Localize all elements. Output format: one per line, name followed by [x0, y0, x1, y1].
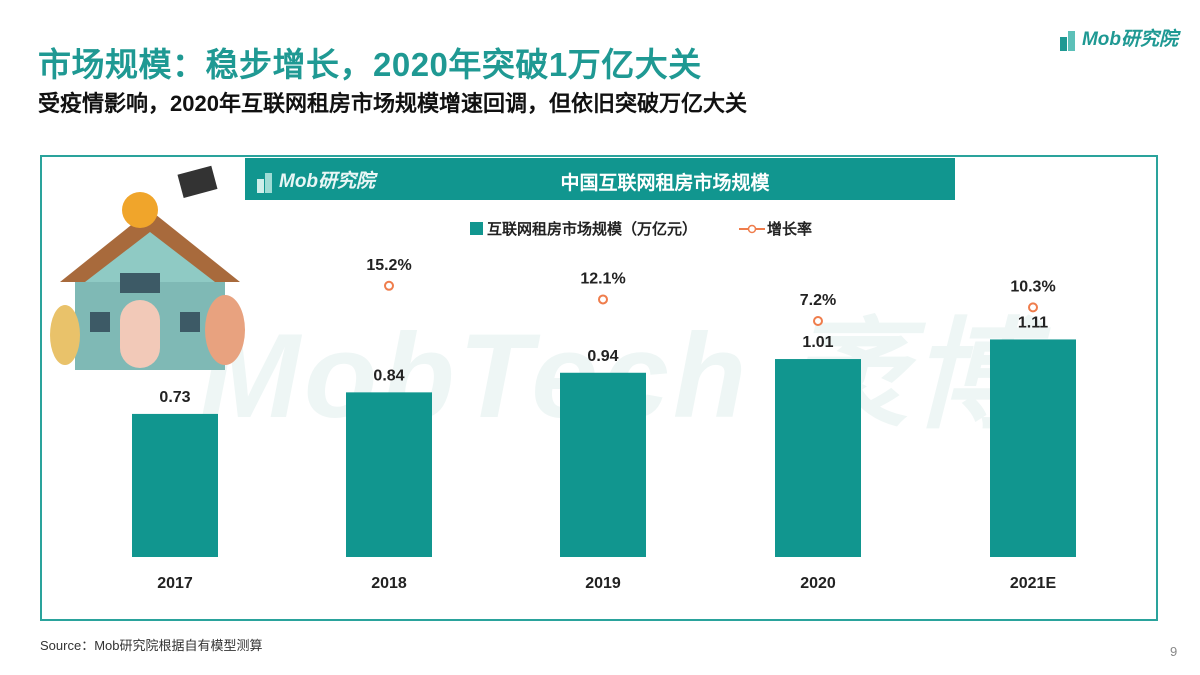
line-point [598, 294, 608, 305]
x-tick-label: 2018 [371, 575, 407, 592]
x-tick-label: 2021E [1010, 575, 1057, 592]
logo-text: Mob研究院 [1081, 29, 1178, 50]
line-label: 12.1% [580, 270, 625, 287]
chart-header: Mob研究院 中国互联网租房市场规模 [245, 158, 955, 200]
header-logo: Mob研究院 [255, 166, 375, 193]
house-illustration [50, 165, 245, 370]
bar-label: 1.01 [802, 334, 833, 351]
bar-2019 [560, 372, 646, 557]
brand-logo: Mob研究院 [1058, 24, 1178, 51]
legend-line-label: 增长率 [767, 221, 813, 238]
x-tick-label: 2020 [800, 575, 836, 592]
line-point [813, 316, 823, 326]
line-label: 7.2% [800, 292, 836, 309]
bar-2020 [775, 359, 861, 557]
page-title: 市场规模：稳步增长，2020年突破1万亿大关 [38, 46, 702, 83]
bar-2018 [346, 392, 432, 557]
line-point [384, 280, 394, 291]
bar-label: 1.11 [1018, 314, 1048, 331]
source-note: Source：Mob研究院根据自有模型测算 [40, 638, 263, 653]
bar-2021E [990, 339, 1076, 557]
chart-title: 中国互联网租房市场规模 [560, 173, 770, 194]
bar-label: 0.84 [373, 367, 404, 384]
page-subtitle: 受疫情影响，2020年互联网租房市场规模增速回调，但依旧突破万亿大关 [38, 91, 747, 116]
x-tick-label: 2017 [157, 575, 193, 592]
page-number: 9 [1170, 644, 1178, 659]
line-label: 10.3% [1010, 278, 1055, 295]
legend-bar-swatch [470, 222, 483, 235]
legend: 互联网租房市场规模（万亿元） 增长率 [470, 218, 812, 239]
building-logo-icon [1059, 31, 1075, 51]
bar-label: 0.73 [159, 389, 190, 406]
legend-bar-label: 互联网租房市场规模（万亿元） [487, 221, 698, 238]
line-point [1028, 302, 1038, 313]
bar-label: 0.94 [587, 348, 618, 365]
x-tick-label: 2019 [585, 575, 621, 592]
line-label: 15.2% [366, 257, 411, 274]
chart-panel [40, 155, 1158, 621]
header-logo-text: Mob研究院 [279, 171, 376, 192]
building-logo-icon [257, 173, 272, 193]
bar-2017 [132, 413, 218, 557]
legend-line-swatch [739, 224, 766, 233]
